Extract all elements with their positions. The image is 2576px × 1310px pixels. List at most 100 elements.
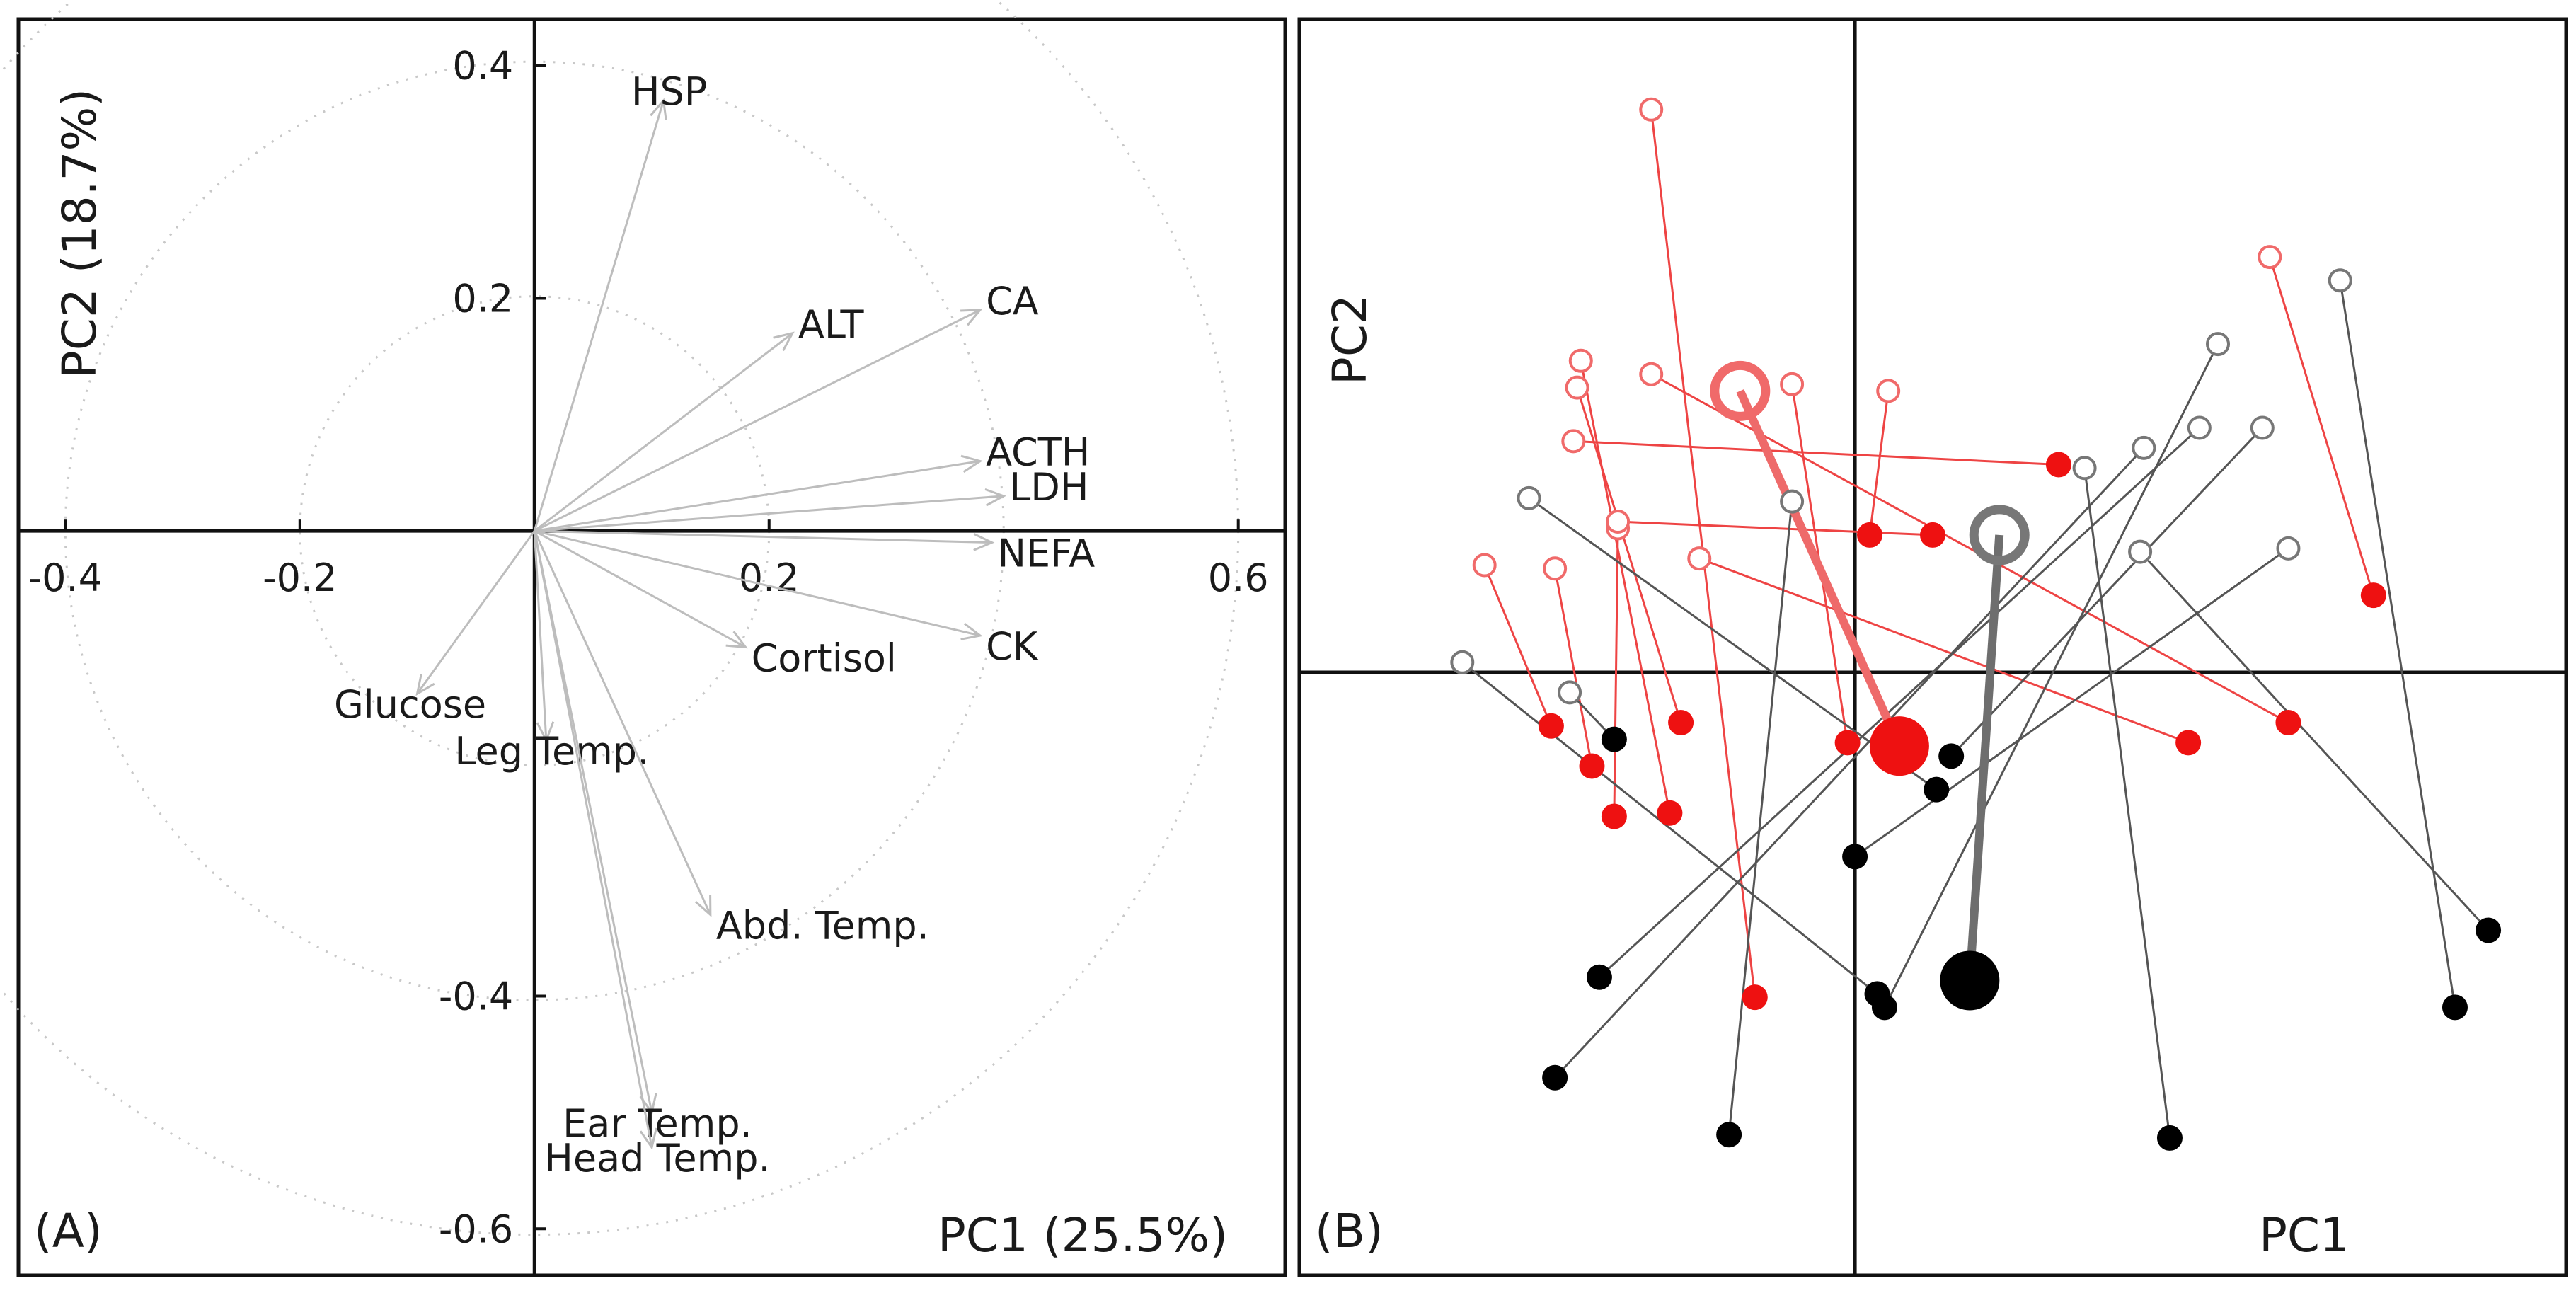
red-end-point-0 bbox=[1742, 984, 1768, 1011]
grey-mean-line bbox=[1965, 534, 2004, 981]
y-tick-label: 0.4 bbox=[452, 44, 513, 88]
grey-start-point-10 bbox=[2128, 539, 2153, 564]
loading-label-ck: CK bbox=[986, 624, 1039, 669]
loading-arrowhead-head-temp bbox=[639, 1127, 657, 1150]
grey-end-point-10 bbox=[2476, 917, 2502, 943]
red-start-point-1 bbox=[1568, 348, 1593, 373]
x-tick-label: -0.2 bbox=[263, 556, 337, 600]
grey-start-point-1 bbox=[1517, 485, 1541, 510]
grey-pair-line-8 bbox=[2083, 468, 2171, 1139]
red-end-point-5 bbox=[1601, 803, 1627, 829]
grey-end-point-11 bbox=[1842, 844, 1868, 870]
y-tick-label: -0.4 bbox=[439, 975, 513, 1019]
grey-end-point-2 bbox=[1601, 726, 1627, 752]
grey-end-point-4 bbox=[1542, 1064, 1568, 1091]
x-tick-label: 0.2 bbox=[739, 556, 800, 600]
red-mean-end-point bbox=[1869, 716, 1929, 776]
loading-arrowhead-ldh bbox=[984, 488, 1006, 507]
grey-pair-line-10 bbox=[2139, 551, 2490, 931]
loading-label-alt: ALT bbox=[798, 302, 865, 347]
grey-pair-line-6 bbox=[1883, 343, 2219, 1009]
grey-pair-line-0 bbox=[1461, 661, 1878, 995]
panel-a-frame bbox=[16, 17, 1287, 1277]
red-end-point-6 bbox=[1834, 730, 1861, 756]
loading-label-ca: CA bbox=[986, 279, 1039, 323]
panel-a-circles bbox=[0, 0, 1239, 1236]
grey-start-point-11 bbox=[2276, 536, 2301, 561]
loading-arrowhead-ck bbox=[960, 622, 983, 640]
red-pair-line-2 bbox=[1576, 387, 1682, 723]
loading-arrowhead-hsp bbox=[650, 98, 667, 121]
red-pair-line-7 bbox=[1868, 391, 1890, 536]
loading-arrow-cortisol bbox=[534, 529, 747, 648]
red-mean-start-point bbox=[1710, 360, 1771, 421]
loading-label-glucose: Glucose bbox=[334, 682, 486, 727]
loading-arrow-hsp bbox=[533, 100, 665, 532]
loading-arrow-ldh bbox=[534, 495, 1004, 532]
grey-start-point-3 bbox=[1780, 489, 1805, 514]
grey-start-point-7 bbox=[2250, 415, 2275, 440]
panel-b-pair-lines bbox=[1461, 109, 2490, 1139]
grey-start-point-8 bbox=[2072, 456, 2097, 481]
grey-pair-line-3 bbox=[1727, 501, 1793, 1135]
grey-end-point-1 bbox=[1924, 776, 1950, 803]
loading-label-ldh: LDH bbox=[1009, 465, 1088, 510]
red-start-point-12 bbox=[1687, 546, 1712, 571]
grey-end-point-3 bbox=[1716, 1122, 1742, 1148]
loading-arrow-acth bbox=[534, 460, 981, 532]
grey-end-point-8 bbox=[2156, 1125, 2183, 1151]
red-start-point-3 bbox=[1543, 556, 1568, 581]
loading-arrowhead-alt bbox=[773, 331, 795, 352]
loading-arrow-abd-temp bbox=[533, 530, 712, 916]
loading-arrow-ca bbox=[534, 309, 981, 532]
grey-end-point-9 bbox=[2442, 994, 2468, 1021]
loading-label-abd-temp: Abd. Temp. bbox=[716, 904, 929, 948]
x-tick-label: -0.4 bbox=[28, 556, 103, 600]
loading-label-ear-temp: Ear Temp. bbox=[563, 1101, 752, 1146]
panel-b-y-axis-title: PC2 bbox=[1323, 294, 1377, 385]
grey-start-point-5 bbox=[2187, 415, 2212, 440]
panel-a-ticks: -0.4 -0.2 0.2 0.6 0.4 0.2 -0.4 -0.6 bbox=[28, 44, 1269, 1252]
loading-label-acth: ACTH bbox=[986, 430, 1090, 475]
red-end-point-2 bbox=[1668, 710, 1694, 735]
red-end-point-3 bbox=[1579, 753, 1605, 779]
red-start-point-6 bbox=[1780, 372, 1805, 396]
loading-arrowhead-abd-temp bbox=[694, 895, 712, 917]
y-tick-label: -0.6 bbox=[439, 1207, 513, 1251]
red-start-point-9 bbox=[1561, 429, 1586, 454]
loading-arrowhead-acth bbox=[960, 454, 983, 473]
loading-label-cortisol: Cortisol bbox=[752, 636, 897, 681]
red-end-point-11 bbox=[2275, 710, 2301, 735]
red-start-point-7 bbox=[1876, 379, 1901, 403]
panel-b-x-axis-title: PC1 bbox=[2259, 1208, 2350, 1263]
loading-arrow-alt bbox=[534, 332, 793, 532]
red-start-point-0 bbox=[1639, 97, 1664, 122]
grey-start-point-4 bbox=[2132, 435, 2156, 460]
y-tick-label: 0.2 bbox=[452, 276, 513, 321]
red-start-point-2 bbox=[1565, 375, 1589, 400]
red-end-point-8 bbox=[2360, 582, 2386, 609]
red-pair-line-3 bbox=[1553, 568, 1593, 766]
grey-pair-line-4 bbox=[1554, 447, 2145, 1079]
grey-pair-line-5 bbox=[1598, 427, 2200, 978]
red-mean-line bbox=[1736, 389, 1904, 748]
panel-b-points bbox=[1450, 97, 2502, 1151]
grey-pair-line-11 bbox=[1854, 547, 2289, 858]
grey-end-point-6 bbox=[1871, 994, 1897, 1021]
red-end-point-10 bbox=[1920, 522, 1945, 548]
loading-arrow-ear-temp bbox=[533, 530, 653, 1113]
panel-a-label: (A) bbox=[34, 1204, 103, 1258]
grey-start-point-9 bbox=[2328, 268, 2352, 293]
loading-label-head-temp: Head Temp. bbox=[544, 1136, 770, 1180]
red-pair-line-12 bbox=[1698, 557, 2189, 744]
loading-arrowhead-cortisol bbox=[725, 631, 748, 649]
loading-arrow-ck bbox=[534, 529, 981, 637]
loading-arrow-glucose bbox=[416, 530, 536, 695]
panel-a-x-axis-title: PC1 (25.5%) bbox=[938, 1208, 1228, 1263]
loading-arrowhead-ca bbox=[960, 309, 983, 326]
grey-pair-line-9 bbox=[2339, 280, 2456, 1008]
red-end-point-7 bbox=[1857, 522, 1883, 548]
loading-arrowhead-nefa bbox=[973, 533, 995, 551]
loading-arrow-nefa bbox=[534, 529, 992, 544]
